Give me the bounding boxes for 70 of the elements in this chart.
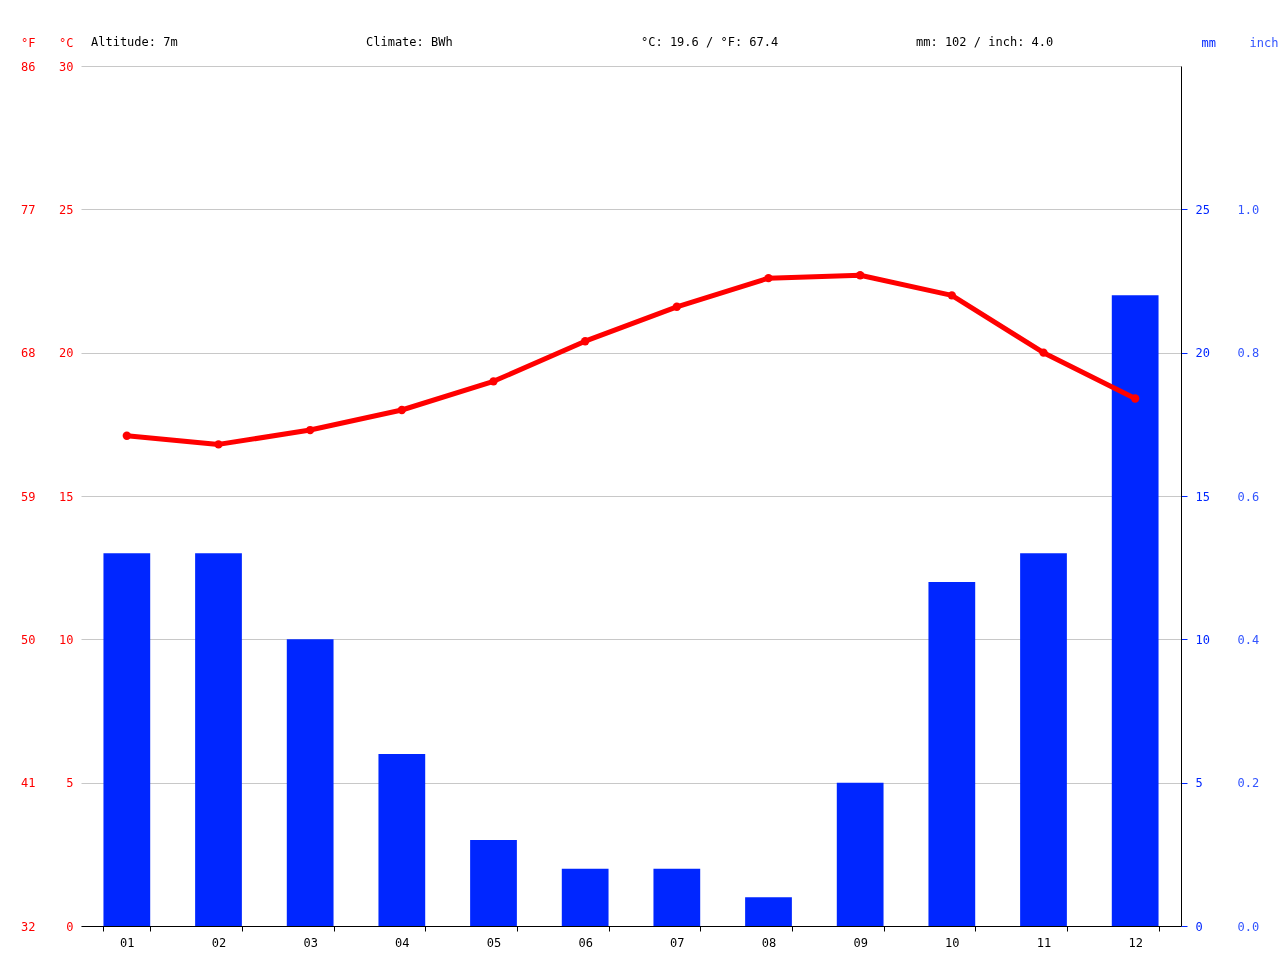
y-axis-title: °C <box>59 35 74 50</box>
y3-tick-label: 77 <box>21 202 36 217</box>
x-tick-label: 11 <box>1036 935 1052 950</box>
text: mm: 102 / inch: 4.0 <box>916 35 1054 49</box>
y-tick-label: 15 <box>59 489 74 504</box>
x-tick-label: 09 <box>853 935 868 950</box>
bar <box>561 868 609 926</box>
x-tick-label: 03 <box>303 935 318 950</box>
y3-tick-label: 59 <box>21 489 36 504</box>
point <box>489 377 498 386</box>
text: 1.0 <box>1237 202 1260 217</box>
text: 0.2 <box>1237 776 1260 791</box>
y3-tick-label: 68 <box>21 346 36 361</box>
x-tick-label: 02 <box>211 935 227 950</box>
y-tick-label: 30 <box>59 59 74 74</box>
x-tick-label: 08 <box>761 935 777 950</box>
y3-tick-label: 50 <box>21 632 36 647</box>
text: inch <box>1249 35 1279 50</box>
bar <box>470 840 517 926</box>
bar <box>378 754 426 926</box>
y-tick-label: 20 <box>59 346 74 361</box>
x-tick-label: 12 <box>1128 935 1143 950</box>
y3-tick-label: 86 <box>21 59 36 74</box>
y2-tick-label: 5 <box>1195 776 1203 791</box>
bar <box>286 639 334 926</box>
y-tick-label: 0 <box>66 919 74 934</box>
y3-tick-label: 32 <box>21 919 36 934</box>
text: 0.4 <box>1237 632 1260 647</box>
point <box>764 273 773 283</box>
bar <box>928 582 976 926</box>
text: °C: 19.6 / °F: 67.4 <box>641 35 779 49</box>
point <box>1039 348 1048 357</box>
bar <box>836 782 884 926</box>
point <box>214 440 223 449</box>
point <box>1130 394 1140 403</box>
point <box>672 302 682 311</box>
bar <box>1020 553 1067 926</box>
y-tick-label: 5 <box>66 776 74 791</box>
bar <box>195 553 242 926</box>
point <box>305 425 315 435</box>
x-tick-label: 06 <box>578 935 593 950</box>
text: 0.0 <box>1237 919 1260 934</box>
text: Altitude: 7m <box>91 35 178 49</box>
y3-tick-label: 41 <box>21 776 36 791</box>
point <box>397 405 407 415</box>
y2-tick-label: 25 <box>1195 202 1210 217</box>
text: 0.8 <box>1237 346 1260 361</box>
y-tick-label: 10 <box>59 632 74 647</box>
bar <box>103 553 151 926</box>
bar <box>653 868 701 926</box>
y2-tick-label: 0 <box>1195 919 1203 934</box>
text: Climate: BWh <box>366 35 453 49</box>
y-tick-label: 25 <box>59 202 74 217</box>
y2-axis-title: mm <box>1201 35 1216 50</box>
y2-tick-label: 15 <box>1195 489 1210 504</box>
point <box>580 337 590 346</box>
point <box>855 271 865 280</box>
bar <box>745 897 792 926</box>
point <box>122 431 132 440</box>
x-tick-label: 10 <box>945 935 960 950</box>
bar <box>1111 295 1159 926</box>
point <box>947 291 957 300</box>
x-tick-label: 04 <box>395 935 410 950</box>
x-tick-label: 01 <box>120 935 135 950</box>
x-tick-label: 05 <box>486 935 502 950</box>
y3-axis-title: °F <box>21 35 36 50</box>
y2-tick-label: 20 <box>1195 346 1210 361</box>
text: 0.6 <box>1237 489 1260 504</box>
x-tick-label: 07 <box>670 935 685 950</box>
y2-tick-label: 10 <box>1195 632 1210 647</box>
